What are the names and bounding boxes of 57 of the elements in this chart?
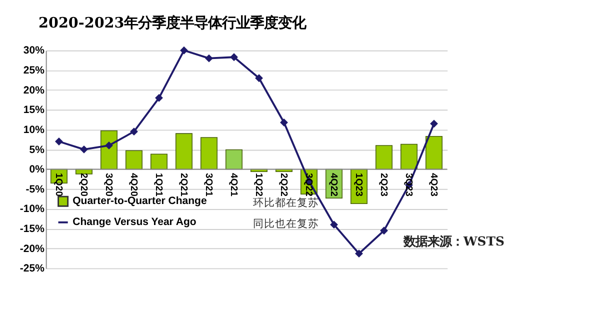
x-tick-label: 3Q21 [203,173,214,198]
x-tick-label: 2Q22 [278,173,290,196]
annotation: 环比都在复苏 [253,196,320,210]
x-tick-label: 4Q21 [228,173,240,198]
bar [425,136,443,170]
y-tick-label: -20% [20,242,46,255]
bar [125,150,142,170]
x-tick-label: 4Q22 [328,173,340,196]
y-tick-label: 10% [23,124,46,136]
y-tick-label: 20% [23,84,46,96]
point [355,250,363,258]
point [255,74,263,82]
point [80,146,88,153]
y-tick-label: 25% [23,64,46,77]
x-tick-label: 2Q23 [378,173,390,196]
y-tick-label: -25% [20,262,46,275]
legend-label: Quarter-to-Quarter Change [72,195,207,208]
annotation: 同比也在复苏 [253,217,320,230]
bar [100,130,118,170]
x-tick-label: 2Q21 [178,173,190,198]
y-tick-label: -5% [26,183,46,196]
bar [375,145,393,170]
x-tick-label: 1Q22 [253,173,264,196]
x-tick-label: 3Q20 [103,173,114,196]
point [105,142,113,150]
chart-title: 2020-2023年分季度半导体行业季度变化 [38,14,308,32]
y-tick-label: -10% [20,203,46,216]
bar [150,154,168,170]
x-tick-label: 2Q20 [78,173,90,196]
annotation: 数据来源：WSTS [402,233,504,248]
point [230,54,238,61]
y-tick-label: 15% [23,104,46,116]
point [155,94,163,102]
point [330,221,338,228]
x-tick-label: 4Q23 [428,173,440,196]
y-tick-label: 5% [29,144,46,156]
bar [400,144,418,170]
x-tick-label: 1Q21 [153,173,164,198]
point [380,227,388,234]
y-tick-label: -15% [20,222,46,235]
x-tick-label: 1Q23 [353,173,364,196]
bar [200,137,218,170]
point [130,128,138,136]
point [280,118,288,126]
bar [225,149,243,170]
x-tick-label: 4Q20 [128,173,140,196]
y-tick-label: 0% [29,164,46,176]
point [430,120,438,128]
legend-label: Change Versus Year Ago [72,216,196,228]
y-tick-label: 30% [23,44,46,57]
point [205,54,213,62]
x-tick-label: 1Q20 [53,173,64,196]
point [180,46,188,54]
point [55,138,63,146]
x-tick-label: 3Q23 [403,173,414,196]
x-tick-label: 3Q22 [303,173,314,196]
bar [175,133,193,170]
